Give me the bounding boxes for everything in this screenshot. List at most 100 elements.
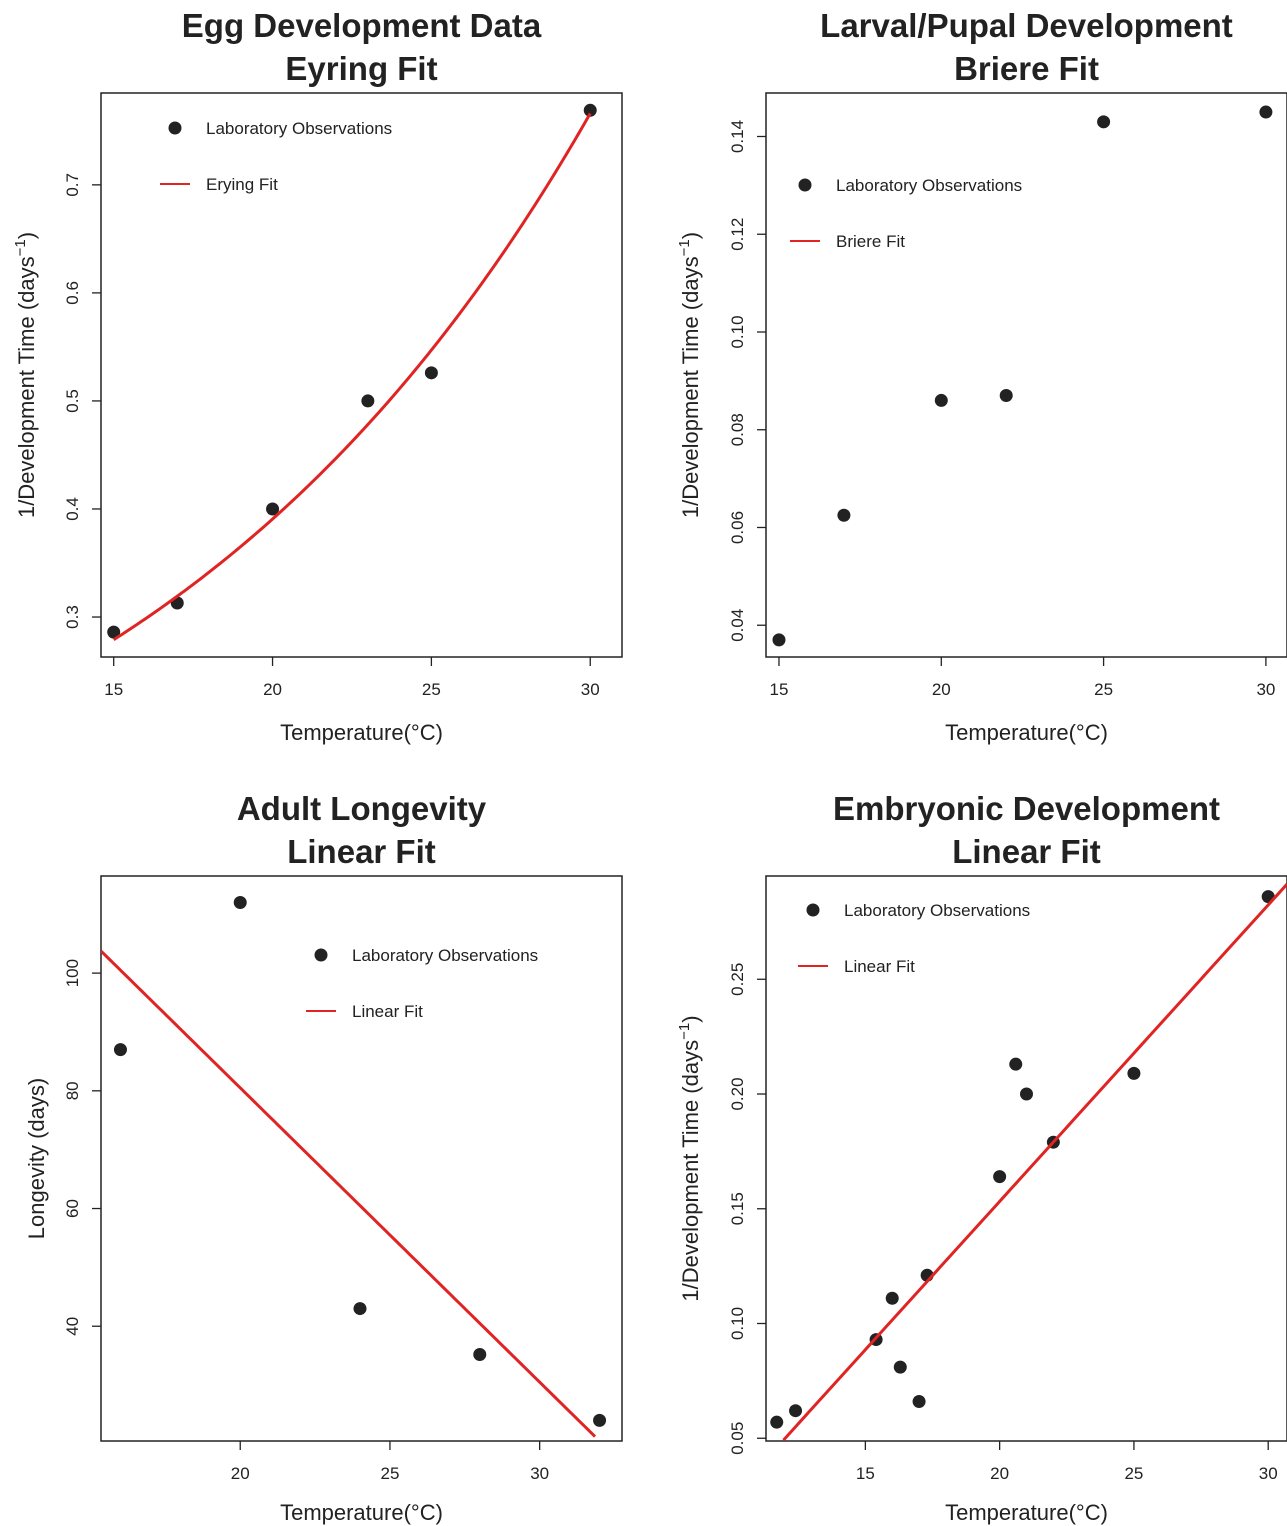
y-tick-label: 0.4 bbox=[63, 497, 82, 521]
y-tick-label: 0.5 bbox=[63, 389, 82, 413]
data-point bbox=[1009, 1057, 1023, 1071]
y-axis-label-main: 1/Development Time (days bbox=[14, 256, 39, 518]
legend-label: Laboratory Observations bbox=[206, 119, 392, 138]
y-tick-label: 0.25 bbox=[728, 963, 747, 996]
data-point bbox=[361, 394, 375, 408]
data-point bbox=[993, 1170, 1007, 1184]
fit-line bbox=[112, 112, 592, 641]
y-tick-label: 40 bbox=[63, 1317, 82, 1336]
x-tick-label: 25 bbox=[1094, 680, 1113, 699]
y-tick-label: 0.20 bbox=[728, 1077, 747, 1110]
x-tick-label: 30 bbox=[530, 1464, 549, 1483]
chart-subtitle: Briere Fit bbox=[954, 50, 1099, 87]
fit-line bbox=[101, 949, 597, 1438]
legend-point-marker bbox=[798, 178, 812, 192]
y-tick-label: 0.04 bbox=[728, 609, 747, 642]
data-point bbox=[473, 1347, 487, 1361]
data-point bbox=[107, 625, 121, 639]
data-point bbox=[934, 393, 948, 407]
x-tick-label: 30 bbox=[1256, 680, 1275, 699]
data-point bbox=[1020, 1087, 1033, 1101]
plot-frame bbox=[100, 875, 623, 1442]
x-axis-label: Temperature(°C) bbox=[280, 720, 443, 745]
y-axis-label-main: Longevity (days) bbox=[24, 1078, 49, 1239]
plot-frame bbox=[100, 92, 623, 658]
x-tick-label: 15 bbox=[770, 680, 789, 699]
data-point bbox=[266, 502, 280, 516]
y-tick-label: 0.06 bbox=[728, 511, 747, 544]
y-axis-label: Longevity (days) bbox=[24, 1078, 49, 1239]
chart-panel-1: Egg Development Data Eyring Fit 15 20 25 30 0.… bbox=[12, 7, 623, 745]
data-point bbox=[789, 1404, 803, 1418]
y-tick-label: 0.14 bbox=[728, 120, 747, 153]
chart-title: Adult Longevity bbox=[237, 790, 487, 827]
y-axis-label: 1/Development Time (days−1) bbox=[676, 1015, 703, 1301]
chart-subtitle: Eyring Fit bbox=[285, 50, 437, 87]
legend-label: Laboratory Observations bbox=[352, 946, 538, 965]
fit-line bbox=[782, 883, 1287, 1441]
data-point bbox=[353, 1302, 367, 1316]
chart-title: Embryonic Development bbox=[833, 790, 1220, 827]
y-tick-label: 0.15 bbox=[728, 1192, 747, 1225]
data-point bbox=[837, 508, 851, 522]
y-axis-label: 1/Development Time (days−1) bbox=[676, 232, 703, 518]
data-point bbox=[424, 366, 438, 380]
legend-label: Erying Fit bbox=[206, 175, 278, 194]
legend: Laboratory Observations Linear Fit bbox=[306, 946, 538, 1021]
data-point bbox=[233, 895, 247, 909]
chart-title: Larval/Pupal Development bbox=[820, 7, 1233, 44]
fit-line bbox=[779, 659, 1266, 774]
y-axis-label-close: ) bbox=[14, 232, 39, 239]
x-axis-label: Temperature(°C) bbox=[280, 1500, 443, 1525]
legend-label: Laboratory Observations bbox=[836, 176, 1022, 195]
x-tick-label: 30 bbox=[1259, 1464, 1278, 1483]
data-point bbox=[1259, 105, 1273, 119]
legend-point-marker bbox=[314, 948, 328, 962]
chart-subtitle: Linear Fit bbox=[952, 833, 1101, 870]
y-axis-label-main: 1/Development Time (days bbox=[678, 1040, 703, 1302]
y-axis-label-main: 1/Development Time (days bbox=[678, 256, 703, 518]
data-point bbox=[1127, 1066, 1141, 1080]
x-tick-label: 25 bbox=[1124, 1464, 1143, 1483]
y-tick-label: 0.10 bbox=[728, 1307, 747, 1340]
data-point bbox=[772, 633, 786, 647]
y-tick-label: 0.10 bbox=[728, 315, 747, 348]
legend-label: Linear Fit bbox=[844, 957, 915, 976]
legend: Laboratory Observations Linear Fit bbox=[798, 901, 1030, 976]
y-tick-label: 100 bbox=[63, 959, 82, 987]
y-axis-label: 1/Development Time (days−1) bbox=[12, 232, 39, 518]
legend-label: Linear Fit bbox=[352, 1002, 423, 1021]
x-tick-label: 20 bbox=[990, 1464, 1009, 1483]
y-tick-label: 0.6 bbox=[63, 281, 82, 305]
legend: Laboratory Observations Erying Fit bbox=[160, 119, 392, 194]
y-axis-label-close: ) bbox=[678, 232, 703, 239]
legend-label: Briere Fit bbox=[836, 232, 905, 251]
chart-title: Egg Development Data bbox=[182, 7, 542, 44]
data-point bbox=[885, 1291, 899, 1305]
y-axis-label-close: ) bbox=[678, 1015, 703, 1022]
x-tick-label: 20 bbox=[263, 680, 282, 699]
legend-point-marker bbox=[806, 903, 820, 917]
x-axis-label: Temperature(°C) bbox=[945, 720, 1108, 745]
plot-frame bbox=[765, 875, 1287, 1442]
data-point bbox=[999, 389, 1013, 403]
legend-label: Laboratory Observations bbox=[844, 901, 1030, 920]
x-tick-label: 20 bbox=[231, 1464, 250, 1483]
x-tick-label: 25 bbox=[422, 680, 441, 699]
y-tick-label: 80 bbox=[63, 1081, 82, 1100]
y-tick-label: 0.08 bbox=[728, 413, 747, 446]
data-point bbox=[893, 1360, 907, 1374]
data-point bbox=[593, 1413, 607, 1427]
data-point bbox=[1097, 115, 1111, 129]
x-tick-label: 25 bbox=[380, 1464, 399, 1483]
legend: Laboratory Observations Briere Fit bbox=[790, 176, 1022, 251]
x-tick-label: 15 bbox=[104, 680, 123, 699]
chart-subtitle: Linear Fit bbox=[287, 833, 436, 870]
chart-panel-4: Embryonic Development Linear Fit 15 20 25 30 0… bbox=[676, 790, 1287, 1525]
chart-panel-2: Larval/Pupal Development Briere Fit 15 20 25… bbox=[676, 7, 1287, 774]
data-point bbox=[113, 1043, 127, 1057]
y-tick-label: 0.7 bbox=[63, 173, 82, 197]
data-point bbox=[912, 1395, 926, 1409]
x-tick-label: 15 bbox=[856, 1464, 875, 1483]
